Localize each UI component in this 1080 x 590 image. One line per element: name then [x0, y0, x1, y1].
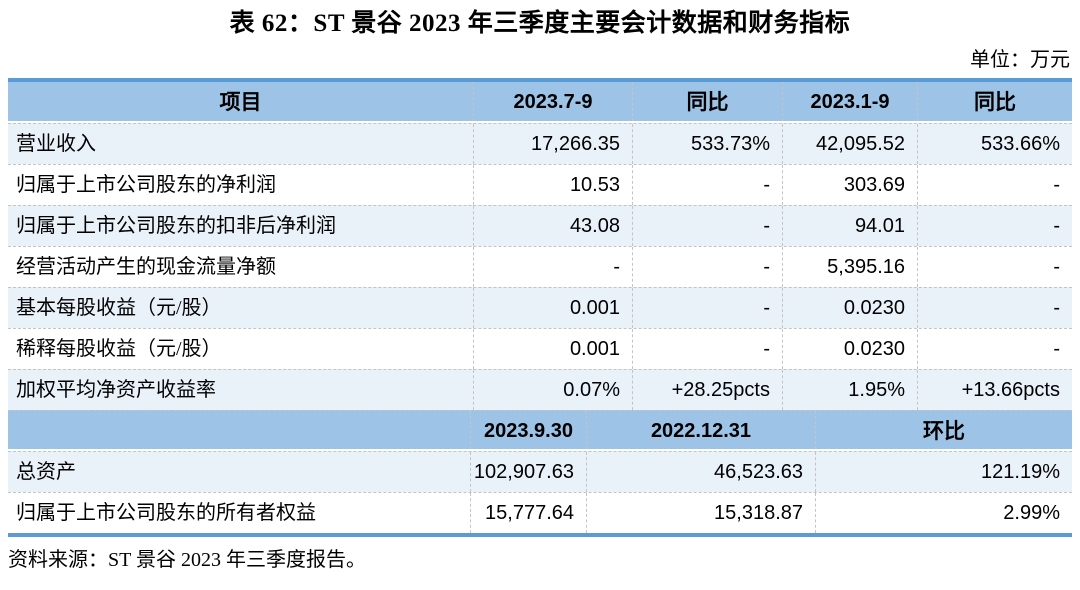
- table-row-weighted-avg-roe: 加权平均净资产收益率 0.07% +28.25pcts 1.95% +13.66…: [8, 369, 1072, 410]
- cell-ytd-value: 5,395.16: [782, 247, 917, 287]
- cell-q3-value: 43.08: [473, 206, 632, 246]
- financial-table: 项目 2023.7-9 同比 2023.1-9 同比 营业收入 17,266.3…: [8, 78, 1072, 537]
- row-label: 营业收入: [16, 133, 96, 155]
- cell-q3-value: -: [473, 247, 632, 287]
- header-yoy-quarter: 同比: [632, 82, 782, 121]
- unit-note: 单位：万元: [970, 49, 1070, 71]
- cell-q3-yoy: +28.25pcts: [632, 370, 782, 410]
- cell-qoq-change: 121.19%: [815, 452, 1072, 492]
- cell-q3-yoy: -: [632, 206, 782, 246]
- cell-q3-value: 0.07%: [473, 370, 632, 410]
- table-row-operating-cash-flow: 经营活动产生的现金流量净额 - - 5,395.16 -: [8, 246, 1072, 287]
- table-row-basic-eps: 基本每股收益（元/股） 0.001 - 0.0230 -: [8, 287, 1072, 328]
- cell-q3-value: 17,266.35: [473, 124, 632, 164]
- table-row-net-profit: 归属于上市公司股东的净利润 10.53 - 303.69 -: [8, 164, 1072, 205]
- quarter-section: 项目 2023.7-9 同比 2023.1-9 同比 营业收入 17,266.3…: [8, 82, 1072, 410]
- cell-prior-value: 46,523.63: [586, 452, 815, 492]
- cell-ytd-yoy: -: [917, 329, 1072, 369]
- cell-prior-value: 15,318.87: [586, 493, 815, 533]
- cell-q3-value: 0.001: [473, 329, 632, 369]
- cell-q3-yoy: -: [632, 247, 782, 287]
- balance-section: 2023.9.30 2022.12.31 环比 总资产 102,907.63 4…: [8, 410, 1072, 533]
- cell-ytd-value: 42,095.52: [782, 124, 917, 164]
- cell-q3-value: 0.001: [473, 288, 632, 328]
- cell-ytd-value: 1.95%: [782, 370, 917, 410]
- cell-ytd-yoy: -: [917, 165, 1072, 205]
- cell-q3-yoy: 533.73%: [632, 124, 782, 164]
- table-header-periods: 项目 2023.7-9 同比 2023.1-9 同比: [8, 82, 1072, 123]
- cell-qoq-change: 2.99%: [815, 493, 1072, 533]
- table-row-owners-equity: 归属于上市公司股东的所有者权益 15,777.64 15,318.87 2.99…: [8, 492, 1072, 533]
- row-label: 基本每股收益（元/股）: [16, 297, 222, 319]
- cell-ytd-yoy: -: [917, 288, 1072, 328]
- row-label: 归属于上市公司股东的扣非后净利润: [16, 215, 336, 237]
- cell-q3-value: 10.53: [473, 165, 632, 205]
- cell-ytd-value: 94.01: [782, 206, 917, 246]
- cell-ytd-yoy: -: [917, 206, 1072, 246]
- cell-ytd-yoy: +13.66pcts: [917, 370, 1072, 410]
- table-row-deducted-net-profit: 归属于上市公司股东的扣非后净利润 43.08 - 94.01 -: [8, 205, 1072, 246]
- cell-q3-yoy: -: [632, 288, 782, 328]
- header-2022-12-31: 2022.12.31: [586, 411, 815, 449]
- row-label: 归属于上市公司股东的所有者权益: [16, 502, 316, 524]
- row-label: 稀释每股收益（元/股）: [16, 338, 222, 360]
- header-yoy-ytd: 同比: [917, 82, 1072, 121]
- row-label: 归属于上市公司股东的净利润: [16, 174, 276, 196]
- cell-current-value: 102,907.63: [470, 452, 586, 492]
- header-qoq: 环比: [815, 411, 1072, 449]
- table-header-dates: 2023.9.30 2022.12.31 环比: [8, 410, 1072, 451]
- cell-ytd-yoy: -: [917, 247, 1072, 287]
- header-item-column: 项目: [219, 90, 262, 114]
- row-label: 经营活动产生的现金流量净额: [16, 256, 276, 278]
- header-2023-9-30: 2023.9.30: [470, 411, 586, 449]
- report-title: 表 62：ST 景谷 2023 年三季度主要会计数据和财务指标: [229, 10, 851, 37]
- header-2023-1-9: 2023.1-9: [782, 82, 917, 121]
- cell-q3-yoy: -: [632, 329, 782, 369]
- table-row-revenue: 营业收入 17,266.35 533.73% 42,095.52 533.66%: [8, 123, 1072, 164]
- cell-current-value: 15,777.64: [470, 493, 586, 533]
- cell-q3-yoy: -: [632, 165, 782, 205]
- cell-ytd-value: 0.0230: [782, 288, 917, 328]
- cell-ytd-value: 0.0230: [782, 329, 917, 369]
- header-empty: [8, 411, 470, 449]
- cell-ytd-value: 303.69: [782, 165, 917, 205]
- table-row-diluted-eps: 稀释每股收益（元/股） 0.001 - 0.0230 -: [8, 328, 1072, 369]
- table-row-total-assets: 总资产 102,907.63 46,523.63 121.19%: [8, 451, 1072, 492]
- header-2023-7-9: 2023.7-9: [473, 82, 632, 121]
- cell-ytd-yoy: 533.66%: [917, 124, 1072, 164]
- source-note: 资料来源：ST 景谷 2023 年三季度报告。: [8, 549, 366, 571]
- row-label: 加权平均净资产收益率: [16, 379, 216, 401]
- row-label: 总资产: [16, 461, 76, 483]
